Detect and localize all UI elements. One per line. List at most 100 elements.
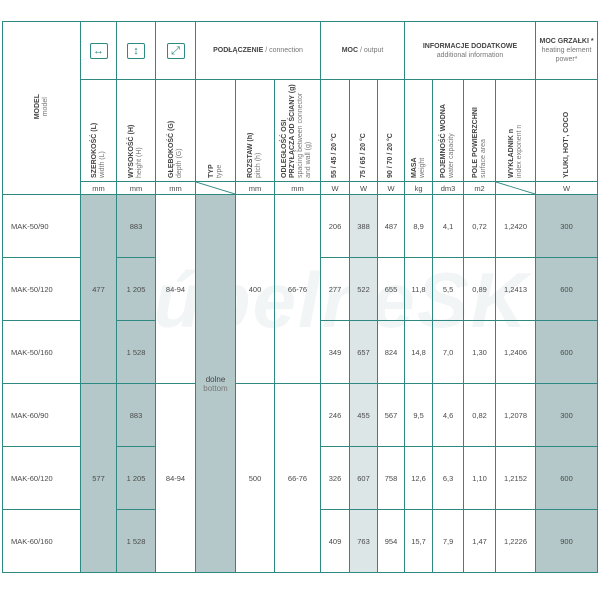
surface-area-cell: 1,47: [463, 509, 497, 573]
surface-area-cell: 0,82: [463, 383, 497, 447]
heater-power-cell: 600: [535, 320, 599, 384]
depth-cell: 84-94: [155, 194, 196, 384]
header-height: WYSOKOŚĆ (H) height (H): [116, 79, 156, 182]
output-90-cell: 487: [377, 194, 406, 258]
output-75-cell: 607: [349, 446, 379, 510]
unit-spacing: mm: [273, 181, 322, 195]
header-out3: 90 / 70 / 20 °C: [377, 79, 406, 182]
unit-out3: W: [377, 181, 406, 195]
exponent-cell: 1,2078: [495, 383, 537, 447]
height-cell: 1 205: [116, 257, 156, 321]
depth-cell: 84-94: [155, 383, 196, 573]
header-mass: MASA weight: [404, 79, 434, 182]
width-cell: 577: [80, 383, 117, 573]
unit-depth: mm: [155, 181, 196, 195]
diagonal-arrows-icon: ⤢: [166, 42, 185, 59]
heater-power-cell: 300: [535, 194, 599, 258]
header-surface: POLE POWIERZCHNI surface area: [463, 79, 497, 182]
header-water: POJEMNOŚĆ WODNA water capacity: [432, 79, 465, 182]
header-additional: INFORMACJE DODATKOWE additional informati…: [404, 21, 537, 80]
header-model: MODEL model: [2, 21, 81, 195]
vertical-arrows-icon: ↕: [127, 42, 145, 59]
width-cell: 477: [80, 194, 117, 384]
surface-area-cell: 0,89: [463, 257, 497, 321]
spec-table: MODEL model ↔ ↕ ⤢ PODŁĄCZENIE / connectio…: [2, 21, 599, 573]
mass-cell: 8,9: [404, 194, 434, 258]
surface-area-cell: 1,10: [463, 446, 497, 510]
output-90-cell: 758: [377, 446, 406, 510]
height-cell: 883: [116, 194, 156, 258]
header-pitch: ROZSTAW (h) pitch (h): [235, 79, 275, 182]
output-75-cell: 455: [349, 383, 379, 447]
heater-power-cell: 600: [535, 446, 599, 510]
spacing-cell: 66-76: [273, 383, 322, 573]
header-connection: PODŁĄCZENIE / connection: [194, 21, 322, 80]
unit-exponent-empty: [495, 181, 537, 195]
spacing-cell: 66-76: [273, 194, 322, 384]
pitch-cell: 400: [235, 194, 275, 384]
unit-out1: W: [320, 181, 351, 195]
header-depth: GŁĘBOKOŚĆ (G) depth (G): [155, 79, 196, 182]
header-output: MOC / output: [320, 21, 406, 80]
horizontal-arrows-icon: ↔: [89, 42, 108, 59]
header-width-icon-cell: ↔: [80, 21, 117, 80]
table-row: MAK-50/120 1 205 277 522 655 11,8 5,5 0,89 1,241…: [2, 257, 599, 321]
heater-power-cell: 300: [535, 383, 599, 447]
height-cell: 1 205: [116, 446, 156, 510]
unit-surface: m2: [463, 181, 497, 195]
unit-type-empty: [195, 181, 236, 195]
water-capacity-cell: 4,6: [432, 383, 465, 447]
mass-cell: 9,5: [404, 383, 434, 447]
mass-cell: 14,8: [404, 320, 434, 384]
header-heater-models: YLUKI, HOT', COCO: [535, 79, 599, 182]
header-spacing: ODLEGŁOŚĆ OSI PRZYŁĄCZA OD ŚCIANY (g) sp…: [273, 79, 322, 182]
header-heater: MOC GRZAŁKI * heating element power*: [535, 21, 599, 80]
model-cell: MAK-50/120: [2, 257, 81, 321]
output-55-cell: 277: [320, 257, 351, 321]
model-cell: MAK-60/90: [2, 383, 81, 447]
unit-width: mm: [80, 181, 117, 195]
output-75-cell: 657: [349, 320, 379, 384]
header-width: SZEROKOŚĆ (L) width (L): [80, 79, 117, 182]
height-cell: 1 528: [116, 509, 156, 573]
table-row: MAK-50/160 1 528 349 657 824 14,8 7,0 1,30 1,240…: [2, 320, 599, 384]
table-row: MAK-50/90 477 883 84-94 dolne bottom 400 66-76 2…: [2, 194, 599, 573]
output-55-cell: 326: [320, 446, 351, 510]
water-capacity-cell: 4,1: [432, 194, 465, 258]
exponent-cell: 1,2420: [495, 194, 537, 258]
exponent-cell: 1,2413: [495, 257, 537, 321]
height-cell: 883: [116, 383, 156, 447]
output-90-cell: 655: [377, 257, 406, 321]
output-90-cell: 567: [377, 383, 406, 447]
unit-heater: W: [535, 181, 599, 195]
surface-area-cell: 1,30: [463, 320, 497, 384]
heater-power-cell: 900: [535, 509, 599, 573]
header-height-icon-cell: ↕: [116, 21, 156, 80]
water-capacity-cell: 7,9: [432, 509, 465, 573]
output-55-cell: 246: [320, 383, 351, 447]
header-exponent: WYKŁADNIK n index exponent n: [495, 79, 537, 182]
unit-out2: W: [349, 181, 379, 195]
output-55-cell: 349: [320, 320, 351, 384]
header-type: TYP type: [195, 79, 236, 182]
unit-height: mm: [116, 181, 156, 195]
mass-cell: 11,8: [404, 257, 434, 321]
output-75-cell: 763: [349, 509, 379, 573]
surface-area-cell: 0,72: [463, 194, 497, 258]
table-row: MAK-60/160 1 528 409 763 954 15,7 7,9 1,47 1,222…: [2, 509, 599, 573]
water-capacity-cell: 5,5: [432, 257, 465, 321]
mass-cell: 15,7: [404, 509, 434, 573]
header-out1: 55 / 45 / 20 °C: [320, 79, 351, 182]
pitch-cell: 500: [235, 383, 275, 573]
model-cell: MAK-50/90: [2, 194, 81, 258]
type-cell: dolne bottom: [195, 194, 236, 573]
output-75-cell: 388: [349, 194, 379, 258]
heater-power-cell: 600: [535, 257, 599, 321]
water-capacity-cell: 7,0: [432, 320, 465, 384]
unit-water: dm3: [432, 181, 465, 195]
header-out2: 75 / 65 / 20 °C: [349, 79, 379, 182]
output-90-cell: 954: [377, 509, 406, 573]
height-cell: 1 528: [116, 320, 156, 384]
type-pl: dolne: [205, 374, 226, 384]
exponent-cell: 1,2226: [495, 509, 537, 573]
